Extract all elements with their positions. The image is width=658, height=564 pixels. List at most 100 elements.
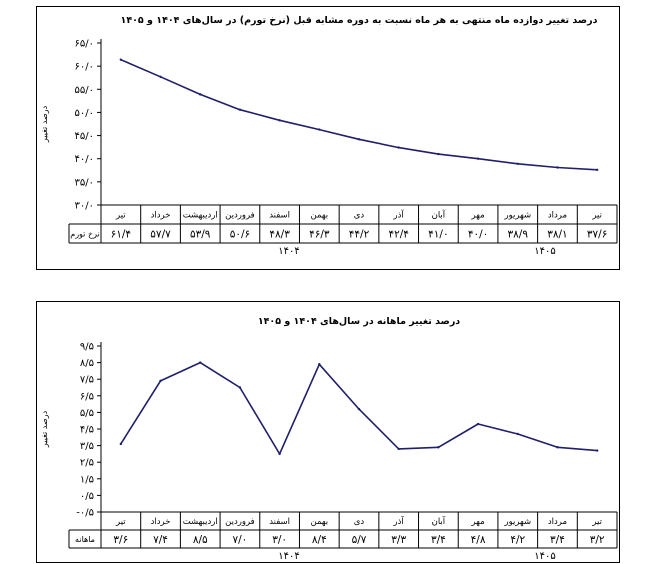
data-point <box>199 361 202 364</box>
data-value-label: ۳/۴ <box>550 534 565 546</box>
x-category-label: اسفند <box>269 211 290 221</box>
data-point <box>278 452 281 456</box>
data-value-label: ۳۷/۶ <box>587 229 607 241</box>
data-value-label: ۴۶/۳ <box>309 229 330 241</box>
y-tick-label: -۰/۵ <box>76 508 94 519</box>
series-row-label: نرخ تورم <box>70 230 100 239</box>
x-category-label: آذر <box>393 515 405 527</box>
y-tick-label: ۳۵/۰ <box>75 177 94 188</box>
x-category-label: شهریور <box>503 211 531 221</box>
data-value-label: ۶۱/۴ <box>111 229 131 241</box>
data-value-label: ۴۱/۰ <box>428 229 448 241</box>
data-point <box>556 166 559 169</box>
data-point <box>437 152 440 156</box>
x-category-label: مهر <box>470 211 484 221</box>
data-value-label: ۴/۸ <box>471 534 486 546</box>
data-value-label: ۵۳/۹ <box>190 229 211 241</box>
data-value-label: ۳/۴ <box>431 534 446 546</box>
x-category-label: مرداد <box>548 517 567 527</box>
data-point <box>159 75 162 78</box>
data-point <box>119 442 123 446</box>
y-tick-label: ۰/۵ <box>80 491 94 502</box>
data-point <box>516 432 519 436</box>
data-value-label: ۵۷/۷ <box>150 229 171 241</box>
x-category-label: فروردین <box>225 517 255 527</box>
data-point <box>595 449 599 452</box>
y-tick-label: ۵۵/۰ <box>75 85 94 96</box>
data-value-label: ۴۸/۳ <box>269 229 290 241</box>
y-tick-label: ۶۰/۰ <box>75 62 94 73</box>
annual-inflation-chart-panel: درصد تغییر دوازده ماه منتهی به هر ماه نس… <box>36 6 620 270</box>
data-point <box>318 128 321 131</box>
data-point <box>238 386 242 389</box>
data-value-label: ۸/۴ <box>312 534 327 546</box>
y-tick-label: ۱/۵ <box>80 474 94 485</box>
data-point <box>238 108 242 111</box>
y-tick-label: ۶/۵ <box>80 391 94 402</box>
data-point <box>278 119 281 122</box>
x-category-label: تیر <box>115 211 126 221</box>
x-category-label: بهمن <box>310 211 328 221</box>
data-value-label: ۷/۰ <box>233 534 248 546</box>
y-tick-label: ۳۰/۰ <box>75 201 94 212</box>
data-value-label: ۳۸/۱ <box>547 229 567 241</box>
y-tick-label: ۵۰/۰ <box>75 108 94 119</box>
x-category-label: آبان <box>432 209 446 221</box>
data-point <box>318 363 321 366</box>
data-value-label: ۳۸/۹ <box>508 229 529 241</box>
data-value-label: ۳/۳ <box>391 534 406 546</box>
x-category-label: خرداد <box>151 211 171 221</box>
monthly-change-chart: درصد تغییر ماهانه در سال‌های ۱۴۰۴ و ۱۴۰۵… <box>40 316 618 562</box>
annual-inflation-chart: درصد تغییر دوازده ماه منتهی به هر ماه نس… <box>40 15 618 257</box>
year-label-1405: ۱۴۰۵ <box>534 246 555 257</box>
y-axis-title: درصد تغییر <box>40 105 49 143</box>
x-category-label: اسفند <box>269 517 290 527</box>
data-point <box>159 379 162 383</box>
year-label-1404: ۱۴۰۴ <box>278 246 299 257</box>
x-category-label: دی <box>354 517 365 527</box>
y-tick-label: ۴۰/۰ <box>75 154 94 165</box>
x-category-label: اردیبهشت <box>183 517 218 527</box>
x-category-label: فروردین <box>225 211 255 221</box>
x-category-label: مرداد <box>548 211 567 221</box>
data-value-label: ۵۰/۶ <box>230 229 250 241</box>
year-label-1405: ۱۴۰۵ <box>534 551 555 562</box>
year-label-1404: ۱۴۰۴ <box>278 551 299 562</box>
x-category-label: آذر <box>393 209 405 221</box>
y-tick-label: ۴۵/۰ <box>75 131 94 142</box>
y-axis-title: درصد تغییر <box>40 410 49 448</box>
data-value-label: ۳/۰ <box>272 534 287 546</box>
x-category-label: دی <box>354 211 365 221</box>
data-point <box>476 422 480 426</box>
data-value-label: ۷/۴ <box>153 534 168 546</box>
data-value-label: ۵/۷ <box>352 534 367 546</box>
data-point <box>199 93 202 96</box>
x-category-label: مهر <box>470 517 484 527</box>
y-tick-label: ۹/۵ <box>80 342 94 353</box>
chart-title: درصد تغییر ماهانه در سال‌های ۱۴۰۴ و ۱۴۰۵ <box>258 316 460 327</box>
data-point <box>397 447 400 451</box>
y-tick-label: ۵/۵ <box>80 408 94 419</box>
series-row-label: ماهانه <box>75 535 95 544</box>
data-point <box>595 168 599 172</box>
data-value-label: ۴/۲ <box>510 534 525 546</box>
data-value-label: ۳/۶ <box>113 534 128 546</box>
data-value-label: ۴۲/۴ <box>388 229 408 241</box>
data-point <box>476 157 480 160</box>
data-point <box>119 58 123 61</box>
y-tick-label: ۷/۵ <box>80 375 94 386</box>
x-category-label: تیر <box>591 211 602 221</box>
y-tick-label: ۳/۵ <box>80 441 94 452</box>
data-point <box>516 162 519 166</box>
data-point <box>397 146 400 149</box>
data-point <box>357 407 361 411</box>
x-category-label: تیر <box>591 517 602 527</box>
data-value-label: ۳/۲ <box>590 534 605 546</box>
x-category-label: بهمن <box>310 517 328 527</box>
x-category-label: شهریور <box>503 517 531 527</box>
y-tick-label: ۸/۵ <box>80 358 94 369</box>
x-category-label: خرداد <box>151 517 171 527</box>
y-tick-label: ۶۵/۰ <box>75 39 94 50</box>
series-line <box>120 58 598 171</box>
data-point <box>357 138 361 141</box>
